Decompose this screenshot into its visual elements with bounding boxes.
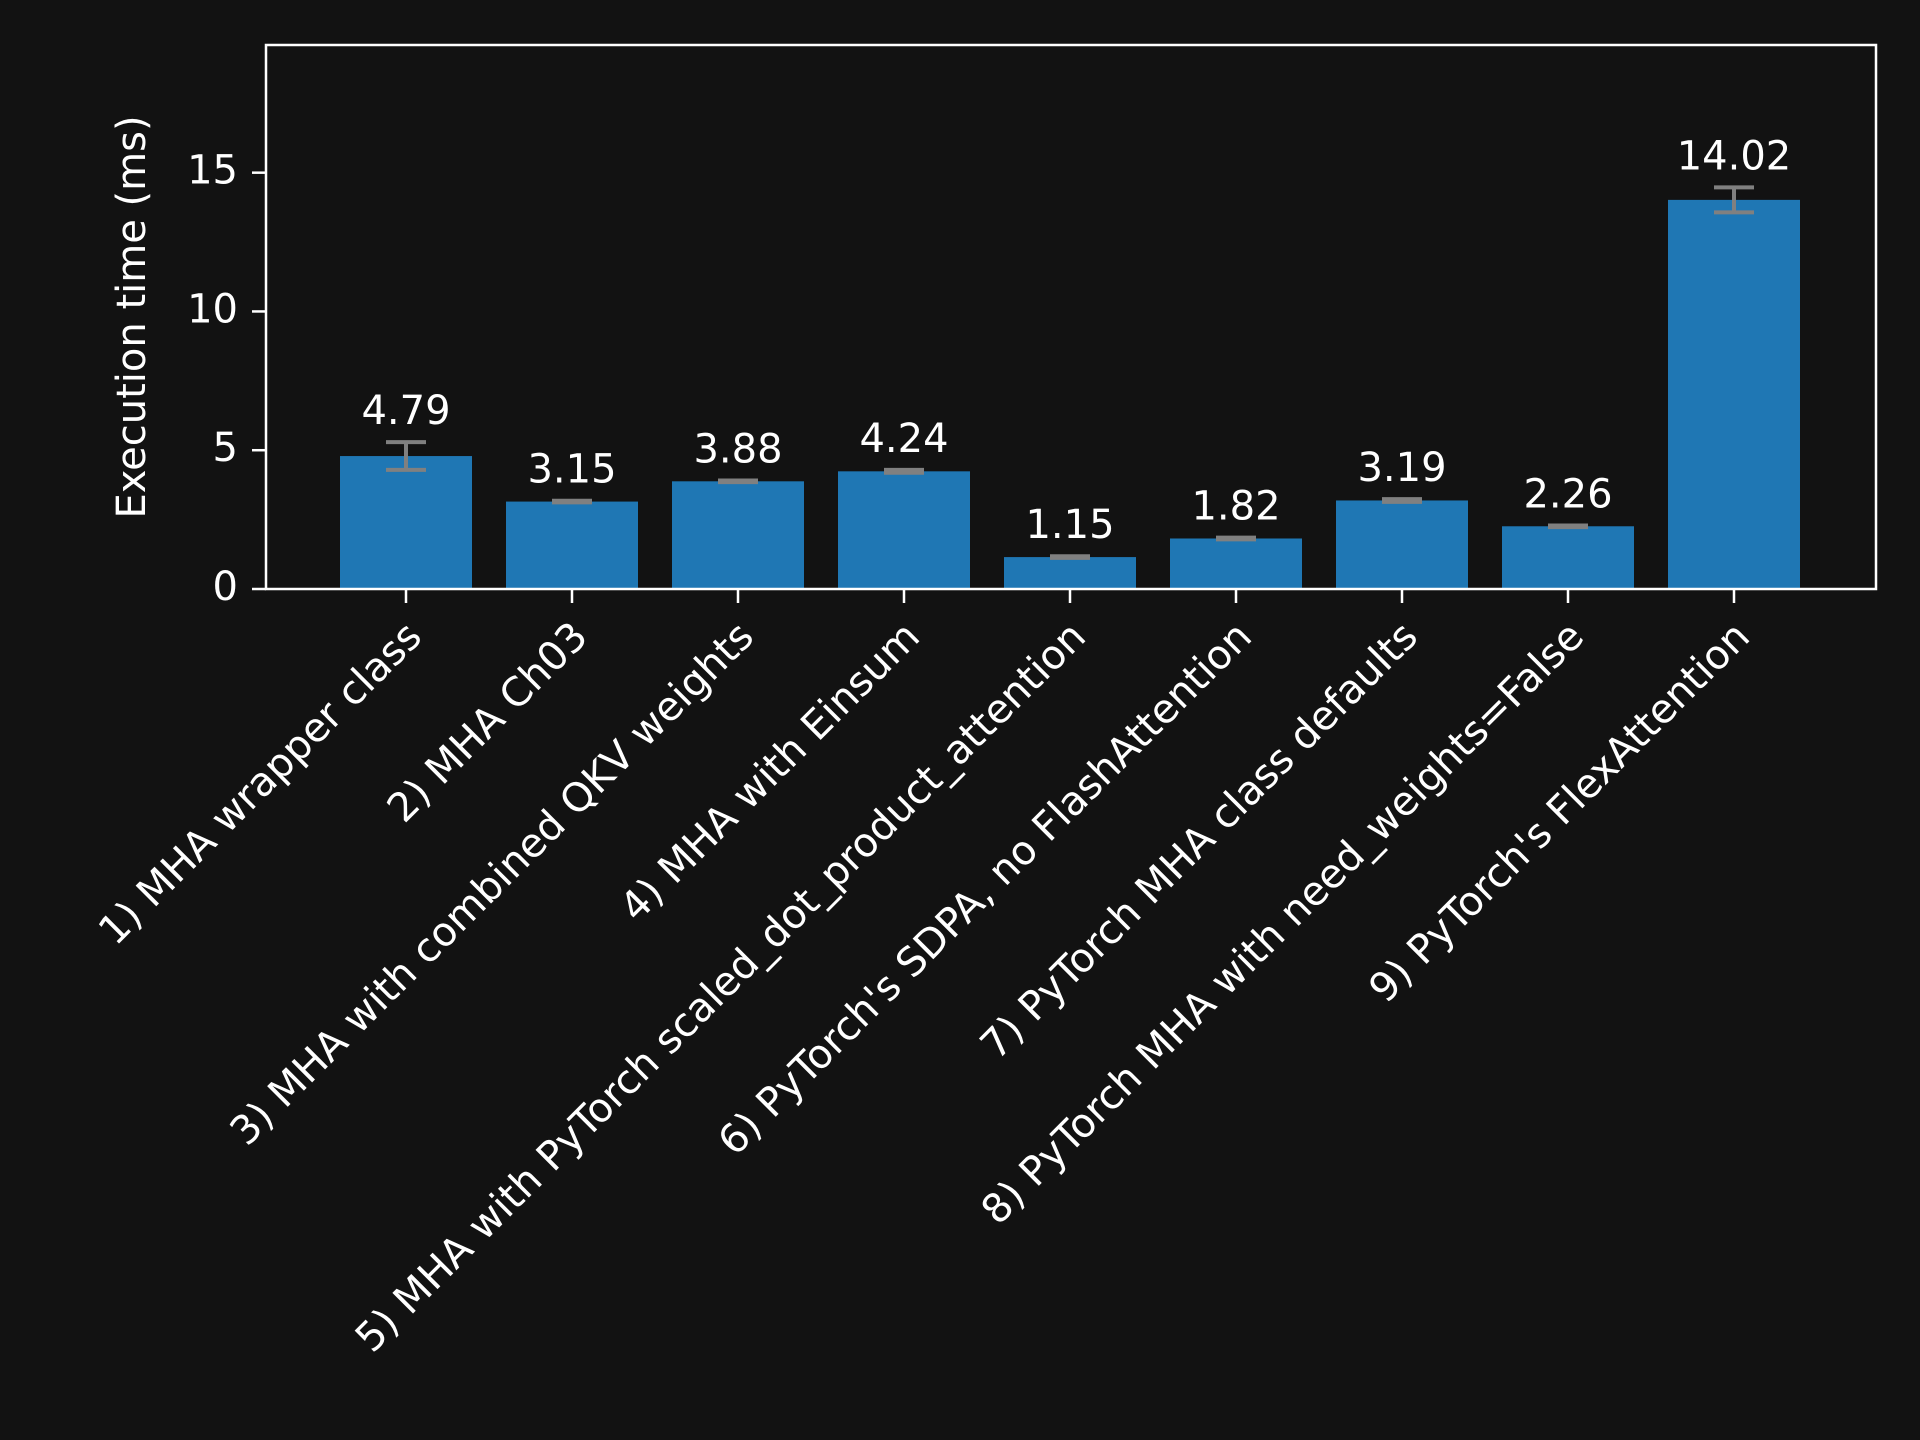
value-label: 4.79 bbox=[361, 388, 450, 434]
value-label: 3.15 bbox=[527, 447, 616, 493]
bar bbox=[1502, 526, 1634, 589]
y-axis-title: Execution time (ms) bbox=[109, 115, 155, 518]
value-label: 4.24 bbox=[859, 416, 948, 462]
error-bar bbox=[552, 498, 592, 505]
y-tick-label: 15 bbox=[187, 148, 238, 194]
error-bar bbox=[884, 467, 924, 475]
y-axis: 0 5 10 15 bbox=[187, 148, 266, 610]
y-tick-label: 5 bbox=[213, 425, 238, 471]
error-bar bbox=[1714, 185, 1754, 215]
value-label: 2.26 bbox=[1523, 471, 1612, 517]
y-tick-label: 10 bbox=[187, 286, 238, 332]
bar bbox=[1336, 500, 1468, 589]
bar bbox=[838, 471, 970, 589]
value-label: 3.19 bbox=[1357, 445, 1446, 491]
error-bars-layer bbox=[386, 185, 1754, 560]
error-bar bbox=[718, 478, 758, 485]
value-label: 14.02 bbox=[1677, 133, 1792, 179]
value-label: 1.15 bbox=[1025, 502, 1114, 548]
bar bbox=[1004, 557, 1136, 589]
error-bar bbox=[1548, 523, 1588, 530]
value-label: 1.82 bbox=[1191, 484, 1280, 530]
value-labels-layer: 4.79 3.15 3.88 4.24 1.15 1.82 3.19 2.26 14.02 bbox=[361, 133, 1791, 548]
value-label: 3.88 bbox=[693, 426, 782, 472]
bars-layer bbox=[340, 199, 1800, 589]
y-tick-label: 0 bbox=[213, 564, 238, 610]
error-bar bbox=[1216, 535, 1256, 542]
bar bbox=[506, 501, 638, 589]
bar bbox=[1170, 538, 1302, 589]
bar bbox=[1668, 199, 1800, 589]
error-bar bbox=[1050, 554, 1090, 560]
bar bbox=[672, 481, 804, 589]
bar bbox=[340, 456, 472, 589]
error-bar bbox=[386, 440, 426, 472]
error-bar bbox=[1382, 497, 1422, 504]
